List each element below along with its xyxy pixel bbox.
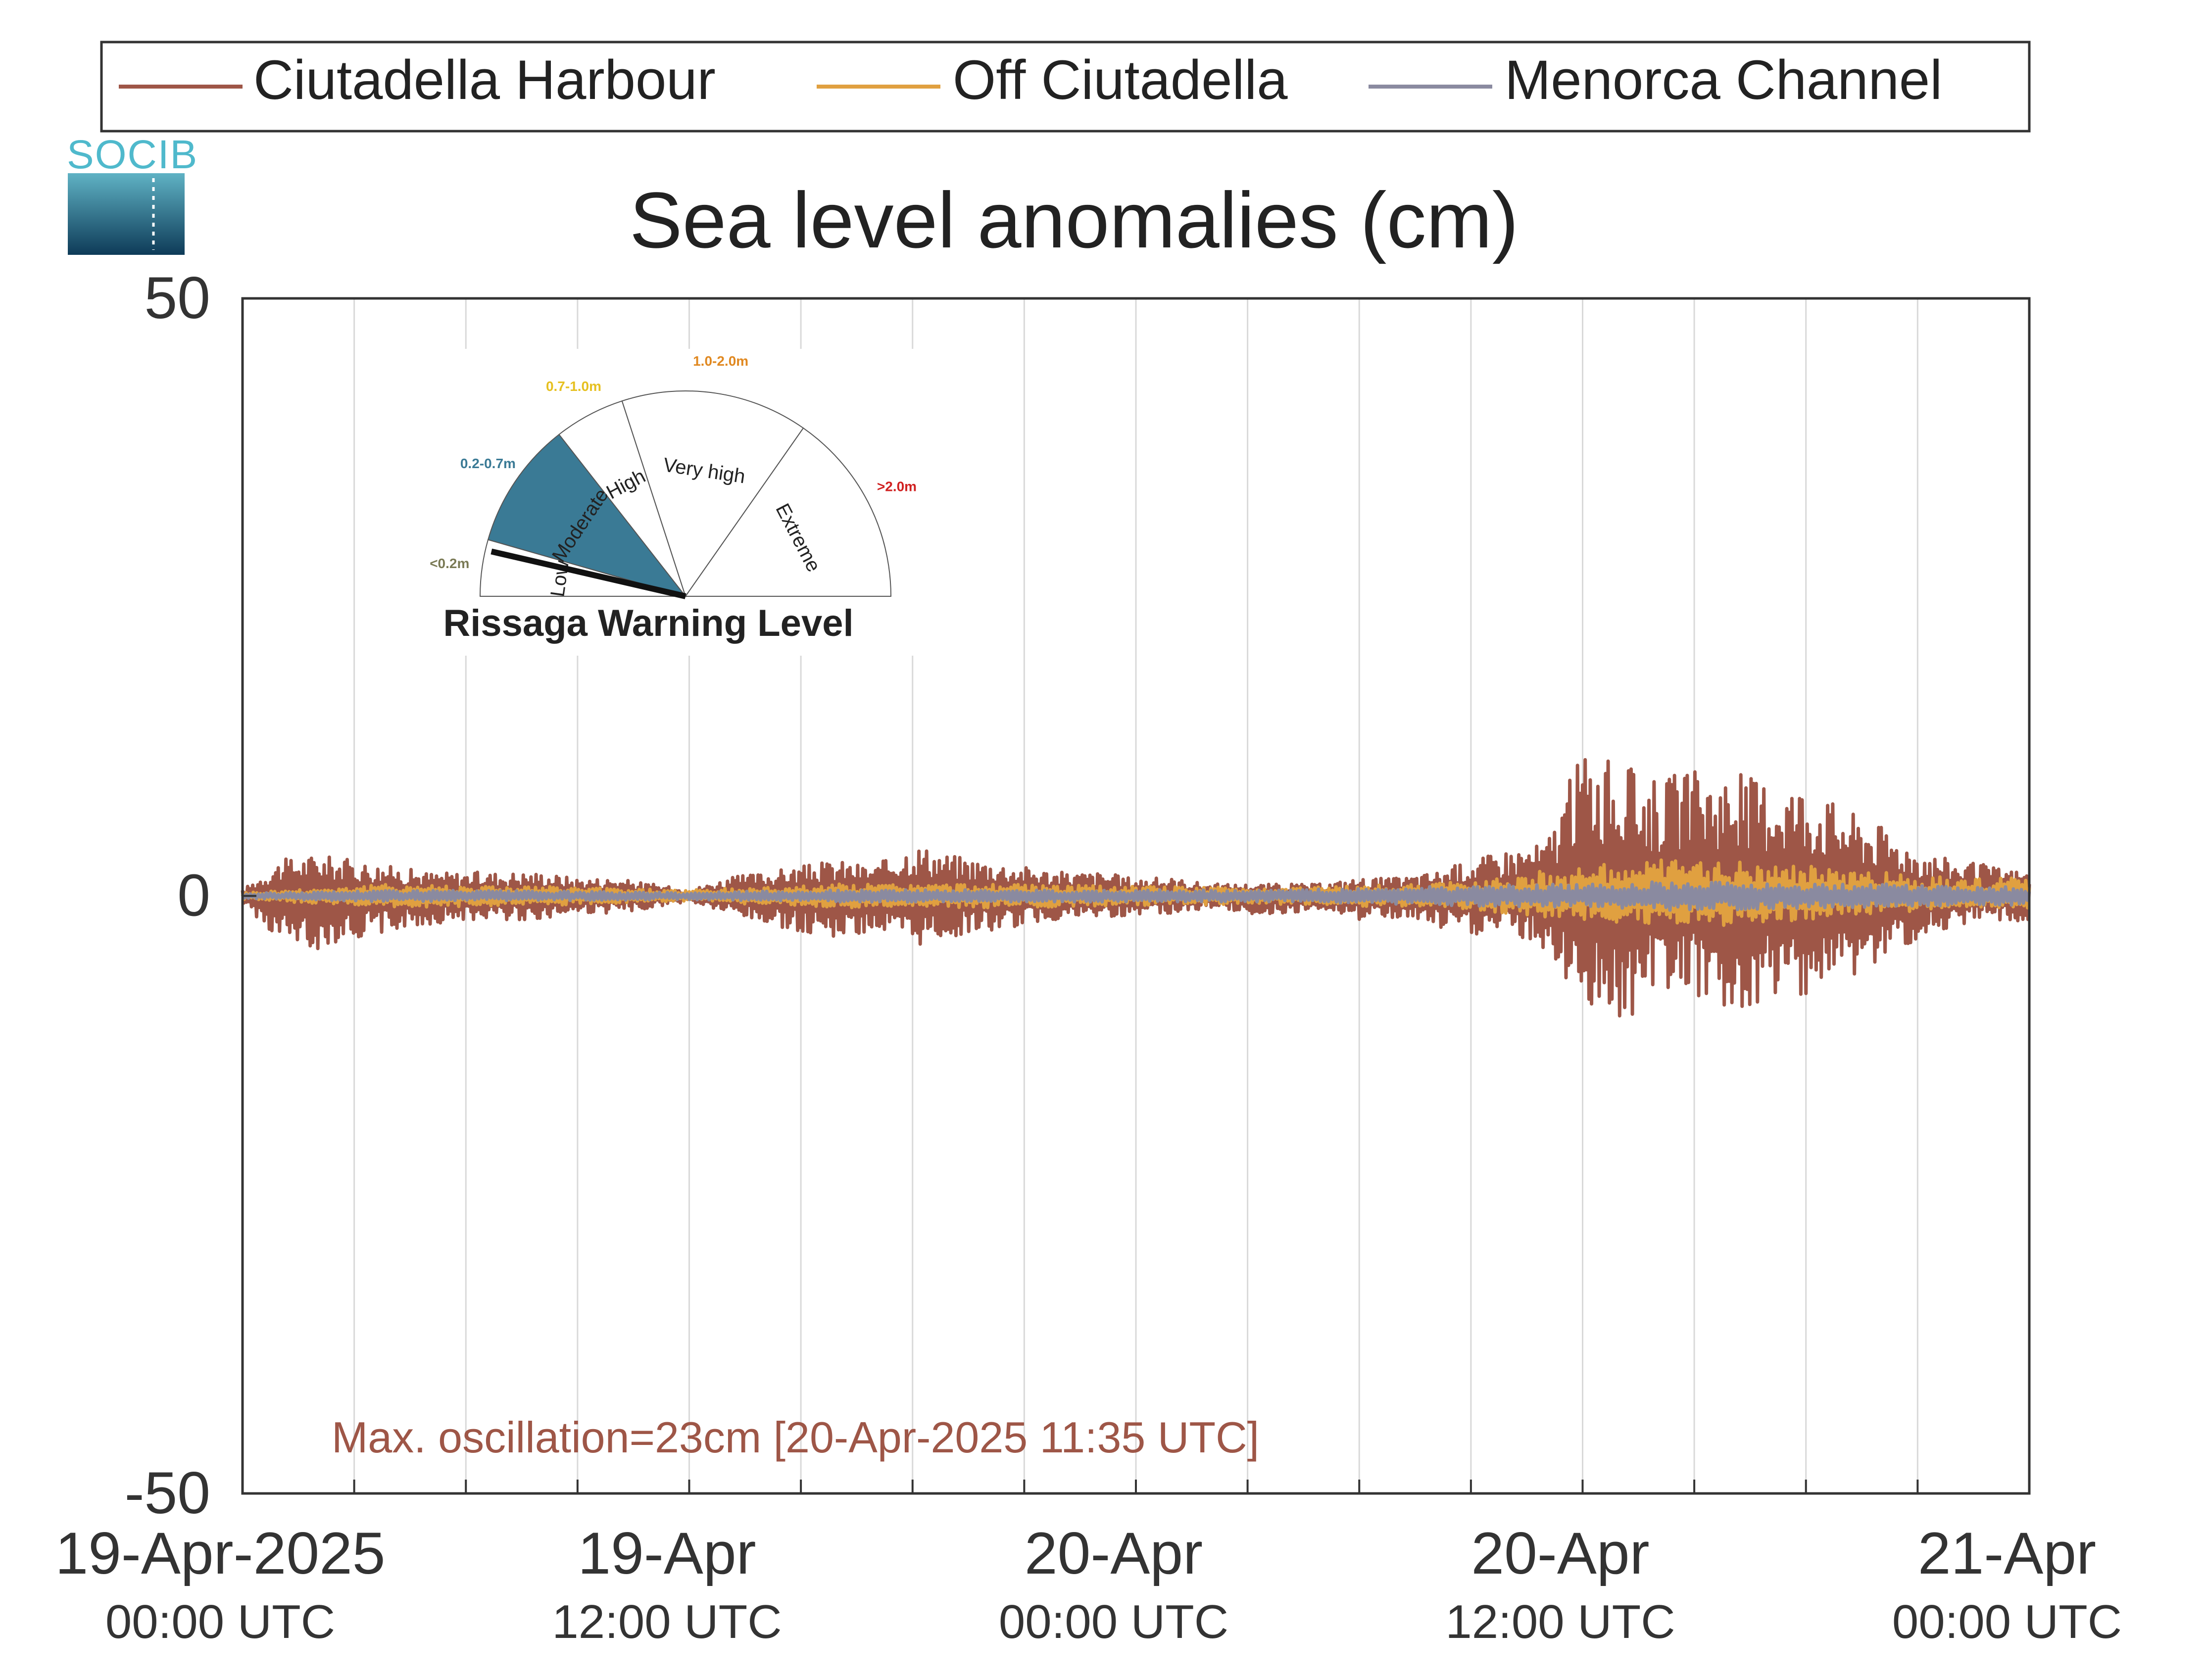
x-axis: 19-Apr-2025 00:00 UTC 19-Apr 12:00 UTC 20-Ap…: [55, 1520, 2122, 1648]
y-axis: 50 0 -50: [125, 265, 210, 1526]
gauge-range-label: >2.0m: [877, 479, 917, 494]
series-line: [241, 758, 2031, 1018]
x-tick-time-label: 00:00 UTC: [999, 1595, 1228, 1648]
axis-ticks: [243, 297, 1919, 1494]
gauge-range-label: 1.0-2.0m: [693, 353, 748, 369]
gauge-sector: [487, 433, 687, 597]
rissaga-gauge: Low<0.2m Moderate0.2-0.7mHigh0.7-1.0mVery…: [401, 349, 921, 656]
series-line: [241, 880, 2031, 912]
x-tick-time-label: 00:00 UTC: [105, 1595, 335, 1648]
gauge-sector: [558, 400, 686, 597]
series-layer: [241, 758, 2031, 1018]
gauge-range-label: <0.2m: [430, 556, 469, 571]
x-tick-date-label: 20-Apr: [1025, 1520, 1203, 1586]
socib-logo: SOCIB: [67, 132, 198, 255]
max-oscillation-annotation: Max. oscillation=23cm [20-Apr-2025 11:35…: [332, 1413, 1259, 1462]
gauge-range-label: 0.2-0.7m: [460, 456, 516, 471]
x-tick-date-label: 19-Apr: [578, 1520, 756, 1586]
chart-title: Sea level anomalies (cm): [630, 176, 1518, 264]
x-tick-time-label: 00:00 UTC: [1892, 1595, 2122, 1648]
x-tick-date-label: 20-Apr: [1471, 1520, 1649, 1586]
gauge-title: Rissaga Warning Level: [443, 602, 853, 644]
logo-text: SOCIB: [67, 132, 198, 177]
gauge-range-label: 0.7-1.0m: [546, 379, 601, 394]
legend-box: [100, 41, 2031, 133]
legend: Ciutadella Harbour Off Ciutadella Menorc…: [100, 41, 2031, 133]
x-tick-time-label: 12:00 UTC: [1445, 1595, 1675, 1648]
gauge-needle: [490, 548, 686, 599]
x-tick-date-label: 19-Apr-2025: [55, 1520, 385, 1586]
legend-label-off-ciutadella: Off Ciutadella: [953, 49, 1288, 111]
x-tick-date-label: 21-Apr: [1918, 1520, 2096, 1586]
y-tick-label: 0: [177, 863, 210, 929]
gauge-sector: [621, 390, 804, 598]
y-tick-label: 50: [145, 265, 210, 331]
x-tick-time-label: 12:00 UTC: [552, 1595, 782, 1648]
legend-label-ciutadella-harbour: Ciutadella Harbour: [253, 49, 716, 111]
gauge-sectors: [479, 390, 892, 598]
y-tick-label: -50: [125, 1460, 210, 1526]
gauge-sector: [685, 427, 892, 597]
legend-label-menorca-channel: Menorca Channel: [1505, 49, 1942, 111]
logo-wave-block: [68, 173, 185, 255]
